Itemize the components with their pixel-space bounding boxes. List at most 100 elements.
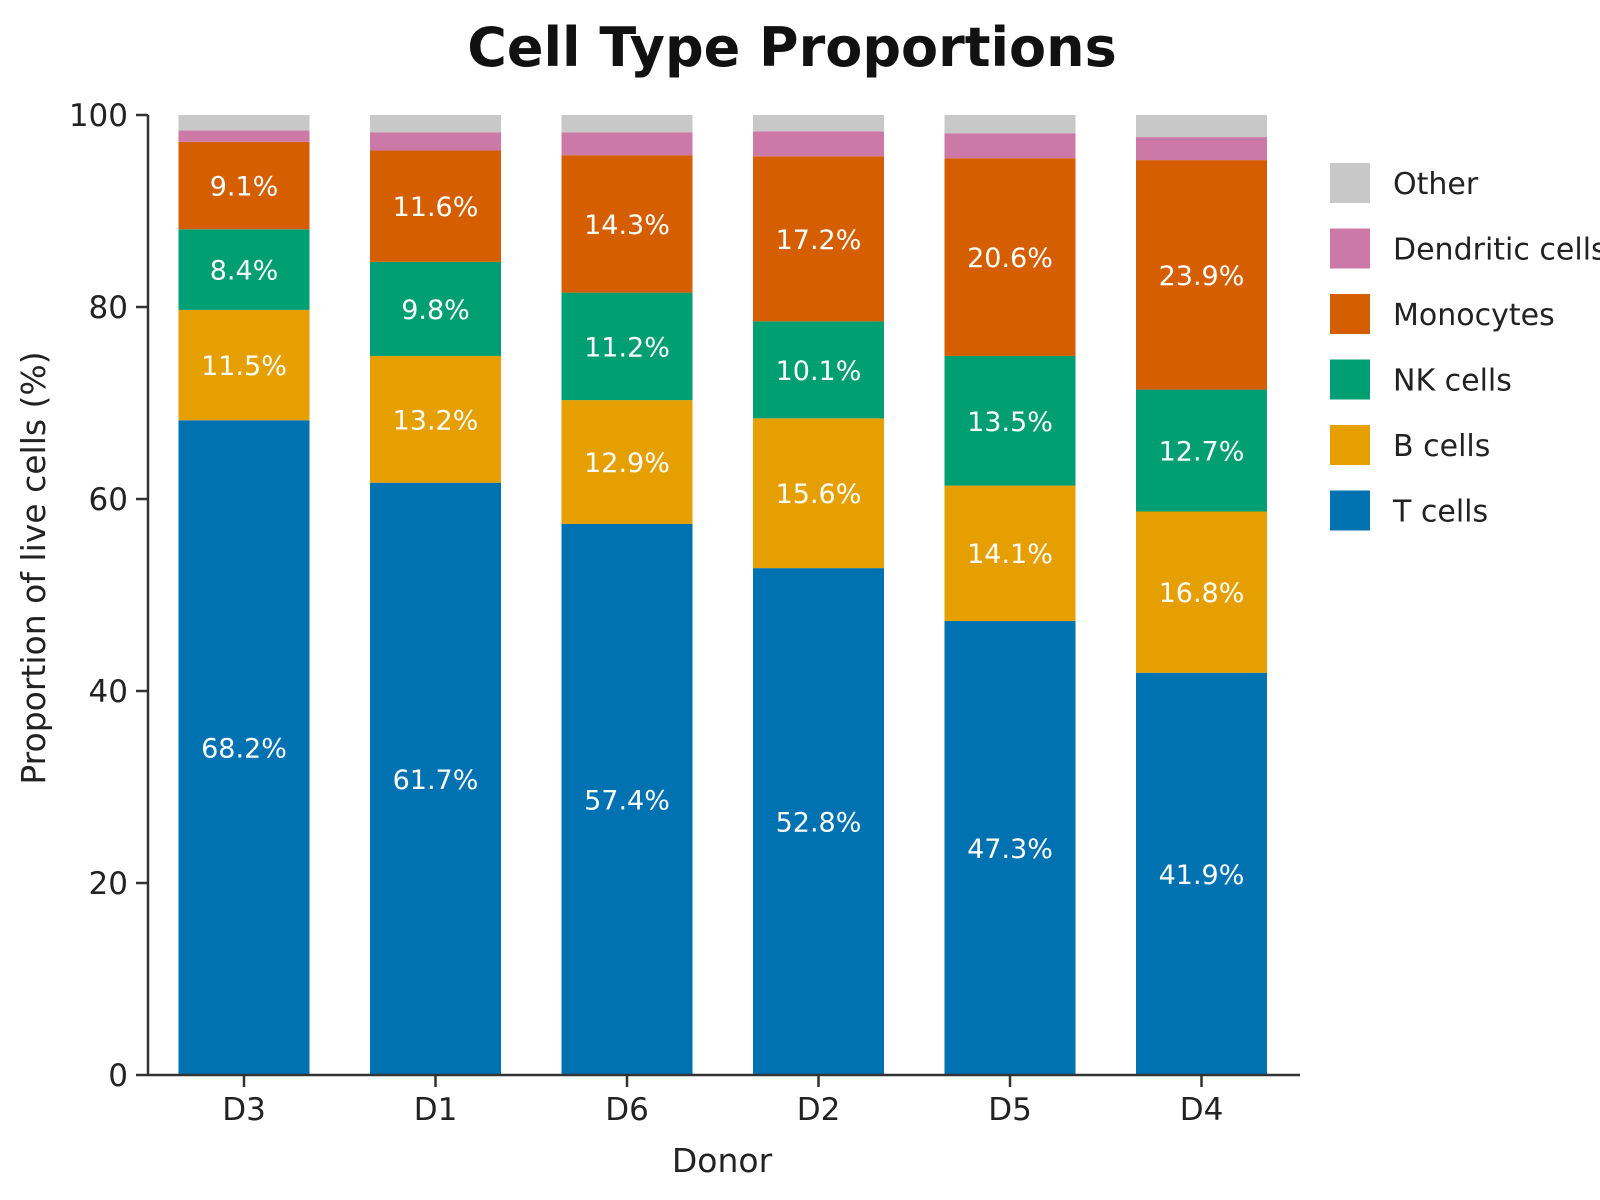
bar-segment-dendritic-cells-d1: [370, 132, 501, 151]
x-tick-label-d4: D4: [1180, 1092, 1224, 1128]
y-axis-label: Proportion of live cells (%): [14, 351, 53, 784]
bar-segment-t-cells-d3: [178, 420, 310, 1075]
legend-label-t-cells: T cells: [1392, 495, 1488, 530]
y-tick-label: 60: [89, 482, 128, 518]
bar-stack-d6: 57.4% 12.9% 11.2% 14.3%: [561, 115, 693, 1075]
bar-segment-dendritic-cells-d2: [753, 131, 884, 157]
data-label-monocytes-d2: 17.2%: [776, 225, 862, 256]
bar-segment-monocytes-d1: [370, 150, 501, 262]
data-label-b-cells-d3: 11.5%: [201, 351, 287, 382]
legend-label-other: Other: [1393, 167, 1479, 202]
bar-stack-d1: 61.7% 13.2% 9.8% 11.6%: [370, 115, 501, 1075]
data-label-monocytes-d1: 11.6%: [393, 192, 479, 223]
bar-segment-t-cells-d5: [944, 620, 1076, 1075]
data-label-monocytes-d5: 20.6%: [967, 243, 1053, 274]
bar-segment-nk-cells-d3: [178, 229, 310, 310]
x-tick-label-d1: D1: [414, 1092, 458, 1128]
bar-stack-d5: 47.3% 14.1% 13.5% 20.6%: [944, 115, 1076, 1075]
x-tick-label-d2: D2: [797, 1092, 841, 1128]
bar-segment-other-d5: [944, 115, 1076, 134]
y-tick-label: 40: [89, 674, 128, 710]
bar-segment-t-cells-d1: [370, 482, 501, 1075]
chart-title: Cell Type Proportions: [467, 16, 1116, 79]
legend-item-other: Other: [1330, 163, 1479, 203]
bar-segment-monocytes-d3: [178, 141, 310, 230]
y-tick-label: 20: [89, 866, 128, 902]
bar-segment-nk-cells-d2: [753, 321, 884, 419]
data-label-nk-cells-d1: 9.8%: [401, 295, 470, 326]
data-label-t-cells-d3: 68.2%: [201, 734, 287, 765]
bar-segment-dendritic-cells-d4: [1136, 137, 1267, 161]
x-tick-label-d3: D3: [222, 1092, 266, 1128]
data-label-nk-cells-d6: 11.2%: [584, 332, 670, 363]
bar-segment-nk-cells-d6: [561, 292, 693, 401]
y-axis: 0 20 40 60 80 100: [69, 98, 150, 1094]
legend-label-dendritic-cells: Dendritic cells: [1393, 233, 1600, 268]
data-label-b-cells-d5: 14.1%: [967, 539, 1053, 570]
bar-segment-b-cells-d6: [561, 400, 693, 524]
data-label-nk-cells-d5: 13.5%: [967, 407, 1053, 438]
legend-swatch-dendritic-cells: [1330, 228, 1370, 269]
x-tick-label-d6: D6: [605, 1092, 649, 1128]
data-label-t-cells-d5: 47.3%: [967, 834, 1053, 865]
y-tick-label: 0: [108, 1058, 128, 1094]
bar-segment-other-d1: [370, 115, 501, 133]
y-tick-label: 80: [89, 290, 128, 326]
legend: Other Dendritic cells Monocytes NK cells B c…: [1330, 163, 1600, 531]
plot-area: 68.2% 11.5% 8.4% 9.1% 61.7% 13.2% 9.8% 11.6% 57.…: [178, 115, 1267, 1075]
bar-segment-nk-cells-d1: [370, 261, 501, 356]
data-label-monocytes-d4: 23.9%: [1159, 261, 1245, 292]
x-axis: D3 D1 D6 D2 D5 D4: [148, 1073, 1300, 1128]
bar-segment-other-d2: [753, 115, 884, 132]
data-label-nk-cells-d2: 10.1%: [776, 356, 862, 387]
bar-segment-dendritic-cells-d6: [561, 132, 693, 156]
legend-item-dendritic-cells: Dendritic cells: [1330, 228, 1600, 269]
legend-swatch-t-cells: [1330, 490, 1370, 531]
bar-segment-monocytes-d4: [1136, 160, 1267, 390]
bar-segment-dendritic-cells-d5: [944, 133, 1076, 159]
x-axis-label: Donor: [672, 1141, 773, 1180]
bar-segment-dendritic-cells-d3: [178, 130, 310, 142]
legend-label-monocytes: Monocytes: [1393, 298, 1555, 333]
legend-swatch-other: [1330, 163, 1370, 203]
legend-swatch-monocytes: [1330, 294, 1370, 334]
bar-stack-d3: 68.2% 11.5% 8.4% 9.1%: [178, 115, 310, 1075]
bar-segment-other-d4: [1136, 115, 1267, 138]
data-label-b-cells-d1: 13.2%: [393, 405, 479, 436]
bar-segment-nk-cells-d4: [1136, 389, 1267, 512]
bar-segment-nk-cells-d5: [944, 355, 1076, 486]
legend-swatch-b-cells: [1330, 425, 1370, 465]
bar-segment-b-cells-d3: [178, 309, 310, 421]
data-label-nk-cells-d3: 8.4%: [210, 256, 279, 287]
bar-stack-d2: 52.8% 15.6% 10.1% 17.2%: [753, 115, 884, 1075]
bar-segment-t-cells-d6: [561, 523, 693, 1075]
bar-segment-b-cells-d5: [944, 485, 1076, 621]
data-label-t-cells-d6: 57.4%: [584, 785, 670, 816]
bar-segment-b-cells-d2: [753, 418, 884, 569]
bar-segment-monocytes-d6: [561, 155, 693, 293]
legend-item-t-cells: T cells: [1330, 490, 1488, 531]
data-label-monocytes-d3: 9.1%: [210, 172, 279, 203]
data-label-monocytes-d6: 14.3%: [584, 210, 670, 241]
bar-stack-d4: 41.9% 16.8% 12.7% 23.9%: [1136, 115, 1267, 1075]
y-tick-label: 100: [69, 98, 128, 134]
bar-segment-b-cells-d4: [1136, 511, 1267, 673]
data-label-t-cells-d2: 52.8%: [776, 808, 862, 839]
data-label-b-cells-d2: 15.6%: [776, 479, 862, 510]
data-label-t-cells-d4: 41.9%: [1159, 860, 1245, 891]
data-label-b-cells-d4: 16.8%: [1159, 578, 1245, 609]
legend-item-monocytes: Monocytes: [1330, 294, 1555, 334]
bar-segment-other-d6: [561, 115, 693, 133]
bar-segment-monocytes-d2: [753, 156, 884, 322]
bar-segment-b-cells-d1: [370, 355, 501, 483]
legend-label-b-cells: B cells: [1393, 429, 1490, 464]
bar-segment-monocytes-d5: [944, 158, 1076, 356]
data-label-nk-cells-d4: 12.7%: [1159, 437, 1245, 468]
x-tick-label-d5: D5: [988, 1092, 1032, 1128]
legend-label-nk-cells: NK cells: [1393, 364, 1512, 399]
legend-item-b-cells: B cells: [1330, 425, 1490, 465]
bar-segment-other-d3: [178, 115, 310, 131]
legend-item-nk-cells: NK cells: [1330, 359, 1512, 400]
data-label-b-cells-d6: 12.9%: [584, 448, 670, 479]
